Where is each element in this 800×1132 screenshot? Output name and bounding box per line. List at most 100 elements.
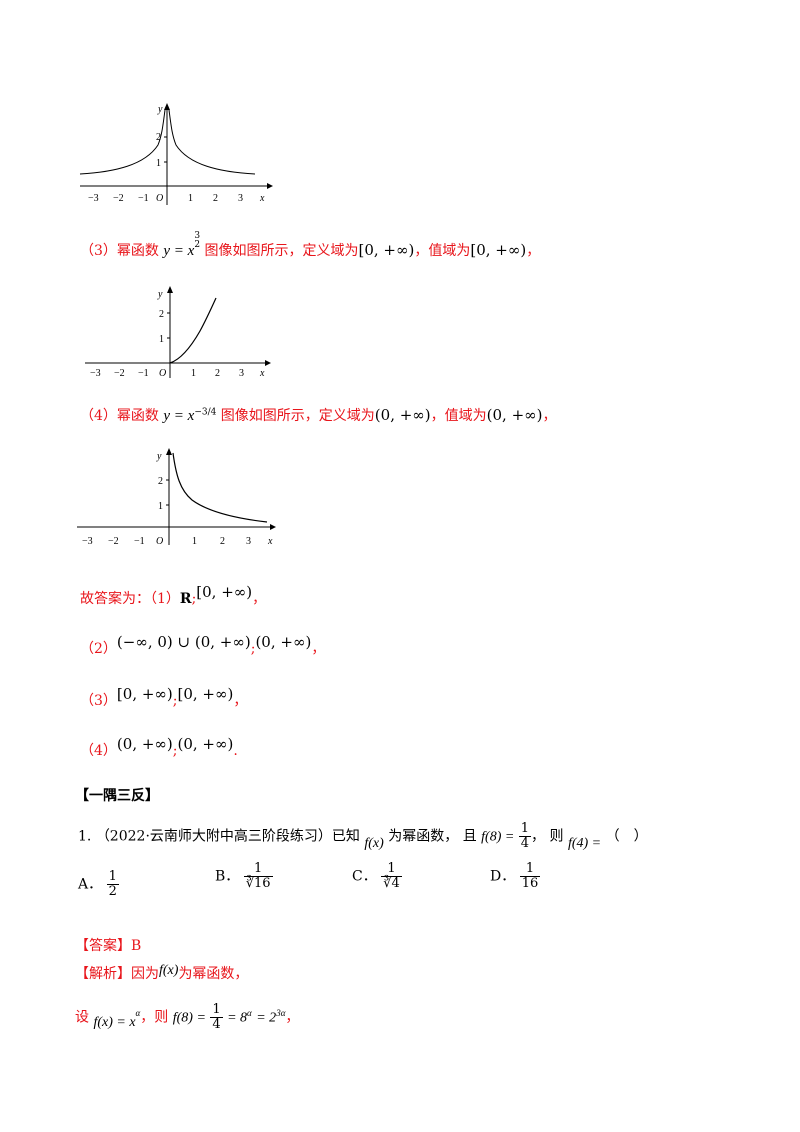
setup-then: ，则 [140,1009,169,1026]
eq-exp2: 3α [276,1007,286,1018]
option-d-frac: 1 16 [519,862,541,891]
frac-den: 4 [212,1017,221,1032]
analysis-line: 【解析】因为f(x)为幂函数， [75,963,248,983]
graph-b: −3 −2 −1 O 1 2 3 x y 2 1 [80,283,280,383]
eq-rhs2: = 2 [256,1010,277,1026]
answer-4b: (0, +∞) [177,735,234,753]
curve-right [168,109,256,175]
answer-1a: R [179,591,192,607]
question-fx: f(x) [364,835,384,851]
y-axis-label: y [157,289,163,300]
question-source: （2022·云南师大附中高三阶段练习）已知 [95,828,360,845]
question-number: 1. [78,828,92,845]
item4-prefix: （4）幂函数 [80,408,159,424]
item3-exp-den: 2 [194,240,201,250]
tick-label: 1 [156,158,161,169]
answers-label-4: （4） [80,743,117,759]
item4-range: (0, +∞) [486,406,543,424]
item3-mid2: ，值域为 [414,243,471,259]
tick-label: 2 [158,476,163,487]
option-d-label: D． [490,868,516,885]
item3-domain: [0, +∞) [358,241,415,259]
setup-label: 设 [75,1009,89,1026]
answers-intro: 故答案为：（1） [80,591,180,607]
x-axis-arrow [270,524,276,530]
question-t3: ， [531,828,546,845]
question-paren: （ ） [605,828,648,845]
eq-alpha: α [247,1007,252,1018]
question-1: 1. （2022·云南师大附中高三阶段练习）已知 f(x) 为幂函数， 且 f(… [78,822,648,851]
option-b[interactable]: B． 1 ∛16 [215,862,273,891]
origin-label: O [156,536,163,547]
tick-label: 2 [159,309,164,320]
answers-label-2: （2） [80,641,117,657]
frac-den: ∛16 [245,876,271,891]
answers-end: ， [233,693,248,709]
y-axis-arrow [166,448,172,455]
option-b-frac: 1 ∛16 [243,862,273,891]
answers-end: ， [252,591,267,607]
frac-den: 4 [520,836,530,851]
answer-2a: (−∞, 0) ∪ (0, +∞) [116,633,251,651]
frac-num: 1 [243,862,273,877]
question-cond-lhs: f(8) = [481,829,515,845]
graph-c: −3 −2 −1 O 1 2 3 x y 2 1 [72,445,282,555]
option-c[interactable]: C． 1 ∛4 [352,862,402,891]
tick-label: 3 [246,536,251,547]
tick-label: 2 [156,132,161,143]
tick-label: 2 [220,536,225,547]
sep: ; [172,693,178,709]
answers-line-3: （3）[0, +∞);[0, +∞)， [80,685,248,710]
frac-den: ∛4 [383,876,400,891]
answers-line-2: （2）(−∞, 0) ∪ (0, +∞);(0, +∞)， [80,633,326,658]
graph-b-svg: −3 −2 −1 O 1 2 3 x y 2 1 [85,286,271,379]
item3-exp-num: 3 [194,231,201,241]
sep: ; [250,641,256,657]
origin-label: O [156,193,163,204]
answers-line-1: 故答案为：（1）R;[0, +∞)， [80,583,267,608]
x-axis-arrow [267,183,273,189]
analysis-t2: 为幂函数， [178,966,249,982]
frac-den: 2 [108,884,117,899]
item3-prefix: （3）幂函数 [80,243,159,259]
option-c-frac: 1 ∛4 [381,862,402,891]
frac-num: 1 [210,1002,223,1018]
origin-label: O [159,368,166,379]
question-ask: f(4) = [567,835,602,851]
option-c-label: C． [352,868,377,885]
tick-label: −3 [90,368,101,379]
curve [172,452,268,523]
frac-num: 1 [381,862,402,877]
tick-label: −1 [138,368,149,379]
x-axis-label: x [259,193,265,204]
option-d[interactable]: D． 1 16 [490,862,541,891]
item3-mid: 图像如图所示，定义域为 [204,243,359,259]
tick-label: 1 [192,536,197,547]
answers-end: . [233,743,238,759]
tick-label: 1 [188,193,193,204]
answers-end: ， [311,641,326,657]
curve [169,297,217,364]
answer-3a: [0, +∞) [116,685,173,703]
tick-label: 2 [213,193,218,204]
answers-line-4: （4）(0, +∞);(0, +∞). [80,735,238,760]
answers-label-3: （3） [80,693,117,709]
frac-num: 1 [518,821,532,837]
tick-label: −2 [113,193,124,204]
question-t2: 且 [462,828,477,845]
tick-label: 1 [159,334,164,345]
setup-expr: f(x) = x [93,1014,136,1030]
tick-label: 3 [238,193,243,204]
answer-2b: (0, +∞) [255,633,312,651]
option-a-label: A． [78,876,103,893]
x-axis-label: x [267,536,273,547]
item4-exp: −3/4 [194,407,217,418]
analysis-t1: 因为 [131,966,159,982]
frac-den: 16 [521,876,539,891]
section-heading: 【一隅三反】 [75,788,159,804]
curve-left [79,109,166,175]
